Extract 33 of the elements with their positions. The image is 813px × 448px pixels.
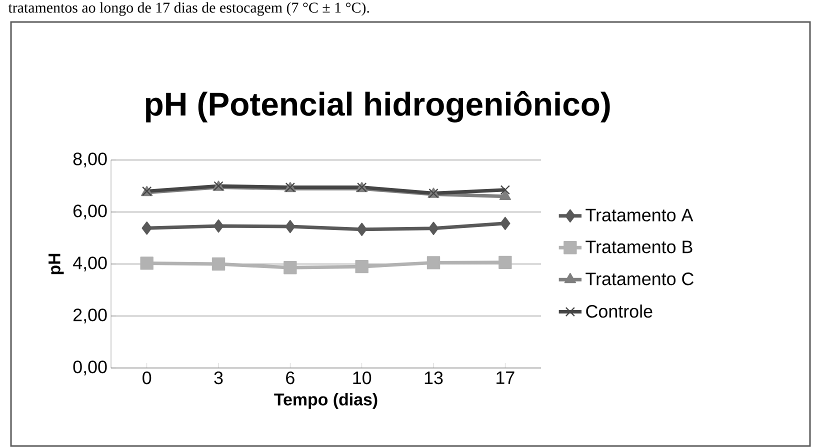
x-axis-title: Tempo (dias) xyxy=(274,393,378,409)
point xyxy=(213,219,224,233)
x-tick-label: 17 xyxy=(496,372,514,384)
point xyxy=(284,261,297,274)
y-tick-label: 0,00 xyxy=(73,360,107,376)
y-axis-title: pH xyxy=(48,254,64,274)
point xyxy=(500,216,510,230)
legend-label: Tratamento C xyxy=(586,272,694,286)
y-tick-label: 8,00 xyxy=(73,152,107,168)
legend-label: Tratamento A xyxy=(586,208,694,222)
text: tratamentos ao longo de 17 dias de estocagem (7 °C ± 1 °C). xyxy=(8,2,369,16)
point xyxy=(500,185,510,195)
point xyxy=(140,256,154,270)
point xyxy=(212,257,226,271)
x-tick-label: 0 xyxy=(142,371,152,384)
legend-label: Controle xyxy=(586,304,652,318)
y-tick-label: 6,00 xyxy=(73,204,107,220)
point xyxy=(142,222,152,235)
x-tick-label: 6 xyxy=(286,371,294,384)
x-tick-label: 13 xyxy=(424,371,443,384)
chart-title: pH (Potencial hidrogeniônico) xyxy=(146,90,610,122)
point xyxy=(498,256,512,270)
point xyxy=(285,220,296,234)
x-tick-label: 3 xyxy=(214,371,223,384)
point xyxy=(355,260,368,274)
y-tick-label: 2,00 xyxy=(73,308,107,324)
point xyxy=(426,256,440,270)
point xyxy=(499,190,511,200)
point xyxy=(356,222,367,236)
x-tick-label: 10 xyxy=(353,371,372,384)
legend-label: Tratamento B xyxy=(586,240,692,254)
point xyxy=(428,222,439,235)
y-tick-label: 4,00 xyxy=(72,256,107,272)
